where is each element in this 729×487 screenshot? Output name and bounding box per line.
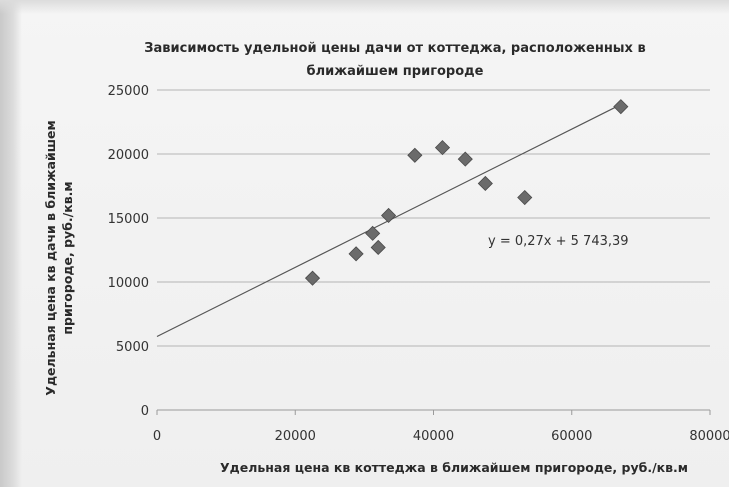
data-point-0 — [304, 270, 321, 286]
data-point-5 — [407, 147, 423, 163]
x-tick-label-2: 40000 — [413, 429, 454, 444]
data-point-8 — [477, 175, 493, 192]
chart-title-line-1: Зависимость удельной цены дачи от коттед… — [144, 41, 645, 56]
y-tick-label-0: 0 — [141, 404, 149, 419]
data-point-10 — [613, 99, 629, 115]
x-tick-label-4: 80000 — [689, 429, 729, 444]
y-tick-label-2: 10000 — [108, 276, 149, 291]
page-top-shadow — [0, 0, 729, 14]
y-axis-title: Удельная цена кв дачи в ближайшем пригор… — [43, 120, 75, 395]
axes — [156, 409, 711, 415]
data-point-9 — [517, 189, 533, 206]
chart-title-line-2: ближайшем пригороде — [307, 64, 484, 79]
data-point-6 — [434, 140, 451, 156]
page-edge-shadow — [0, 0, 22, 487]
data-point-4 — [381, 207, 397, 224]
trendline-equation-label: y = 0,27x + 5 743,39 — [488, 234, 629, 249]
x-axis-title: Удельная цена кв коттеджа в ближайшем пр… — [220, 460, 688, 475]
data-point-7 — [457, 151, 473, 167]
x-tick-label-0: 0 — [153, 429, 161, 444]
y-tick-label-3: 15000 — [108, 212, 149, 227]
y-axis-title-line-2: пригороде, руб./кв.м — [60, 181, 75, 334]
gridlines — [157, 89, 710, 347]
y-axis-title-line-1: Удельная цена кв дачи в ближайшем — [43, 120, 58, 395]
x-tick-label-3: 60000 — [551, 429, 592, 444]
x-tick-label-1: 20000 — [275, 429, 316, 444]
data-points — [304, 99, 629, 286]
y-tick-label-1: 5000 — [116, 340, 149, 355]
y-tick-label-5: 25000 — [108, 84, 149, 99]
tick-labels: 0 5000 10000 15000 20000 25000 0 20000 40000 6000… — [108, 84, 729, 444]
data-point-3 — [370, 239, 386, 256]
y-tick-label-4: 20000 — [108, 148, 149, 163]
data-point-2 — [365, 225, 381, 241]
data-point-1 — [348, 246, 364, 262]
